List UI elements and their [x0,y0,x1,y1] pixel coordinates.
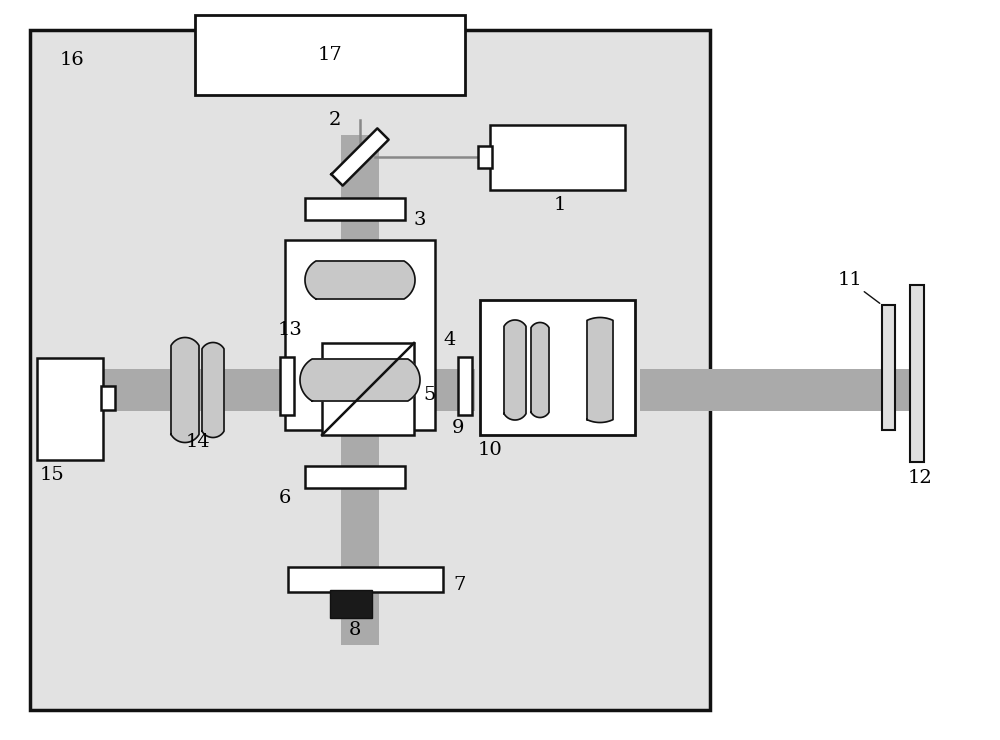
Bar [280,357,294,415]
Bar [478,146,492,168]
Text: 13: 13 [278,321,302,339]
Bar [37,358,103,460]
Bar [882,305,895,430]
Bar [341,410,379,645]
Text: 7: 7 [454,576,466,594]
Text: 3: 3 [414,211,426,229]
Polygon shape [305,261,415,299]
Polygon shape [300,359,420,401]
Bar [490,125,625,190]
Bar [285,240,435,430]
Bar [305,198,405,220]
Bar [55,369,330,411]
Text: 9: 9 [452,419,464,437]
Text: 17: 17 [318,46,342,64]
Text: 10: 10 [478,441,502,459]
Text: 14: 14 [186,433,210,451]
Bar [480,300,635,435]
Text: 6: 6 [279,489,291,507]
Text: 5: 5 [424,386,436,404]
Bar [322,369,414,411]
Bar [341,135,379,345]
Text: 1: 1 [554,196,566,214]
Bar [640,369,925,411]
Polygon shape [531,323,549,417]
Text: 16: 16 [60,51,84,69]
Bar [910,285,924,462]
Polygon shape [202,343,224,437]
Bar [458,357,472,415]
Text: 8: 8 [349,621,361,639]
Polygon shape [331,128,389,186]
Bar [341,343,379,435]
Bar [288,567,443,592]
Bar [415,369,475,411]
Polygon shape [587,317,613,423]
Text: 4: 4 [444,331,456,349]
Bar [305,466,405,488]
Bar [30,30,710,710]
Text: 12: 12 [908,469,932,487]
Bar [330,590,372,618]
Bar [195,15,465,95]
Bar [322,343,414,435]
Text: 11: 11 [838,271,862,289]
Polygon shape [504,320,526,420]
Bar [101,386,115,410]
Text: 15: 15 [40,466,64,484]
Polygon shape [171,337,199,443]
Text: 2: 2 [329,111,341,129]
